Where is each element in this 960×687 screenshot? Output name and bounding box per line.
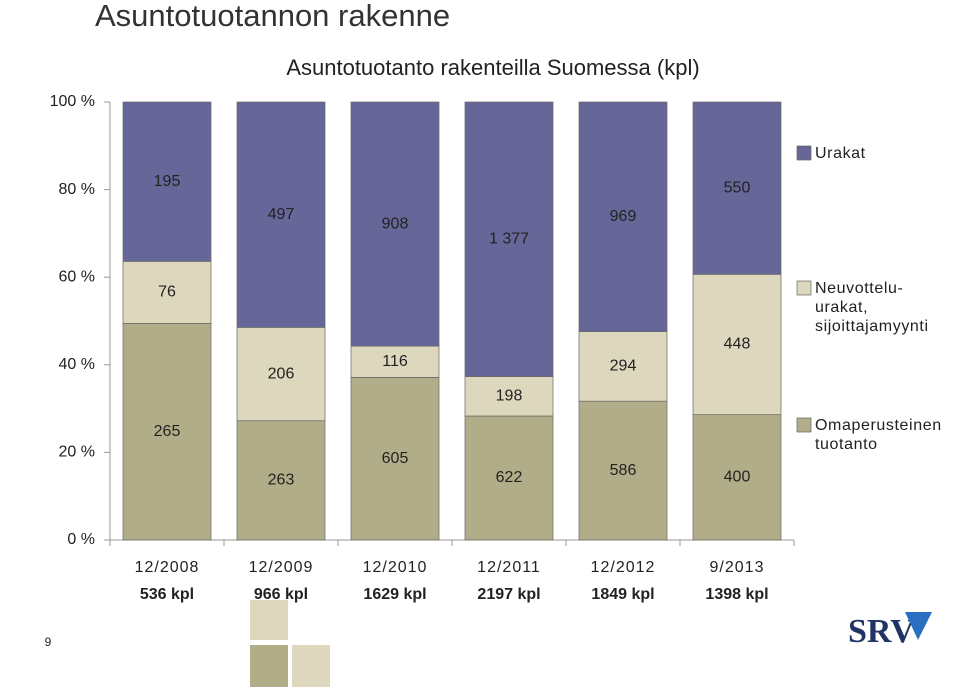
decor <box>250 645 288 687</box>
data-label: 908 <box>382 215 409 232</box>
y-tick-label: 40 % <box>59 356 95 373</box>
legend-label: Neuvottelu-urakat, sijoittajamyynti <box>815 280 929 335</box>
bar-segment <box>236 101 326 328</box>
x-tick-label: 9/2013 <box>710 559 765 576</box>
x-tick-label: 12/2010 <box>363 559 428 576</box>
x-tick-label: 12/2011 <box>477 559 541 576</box>
data-label: 76 <box>158 284 176 301</box>
data-label: 969 <box>610 208 637 225</box>
data-label: 586 <box>610 462 637 479</box>
bar-segment <box>236 326 326 422</box>
data-label: 550 <box>724 179 751 196</box>
bar-segment <box>350 376 440 541</box>
data-label: 265 <box>154 423 181 440</box>
category-total: 1629 kpl <box>363 586 426 603</box>
data-label: 294 <box>610 358 637 375</box>
bar-segment <box>578 101 668 332</box>
bar-segment <box>350 101 440 347</box>
bar-segment <box>692 273 782 416</box>
category-total: 2197 kpl <box>477 586 540 603</box>
legend-label: Urakat <box>815 145 866 162</box>
y-tick-label: 100 % <box>50 93 95 110</box>
data-label: 263 <box>268 472 295 489</box>
bar-segment <box>464 376 554 417</box>
logo: SRV <box>848 613 915 650</box>
legend-swatch <box>796 280 812 296</box>
y-tick-label: 80 % <box>59 181 95 198</box>
bar-segment <box>122 323 212 541</box>
data-label: 497 <box>268 206 295 223</box>
category-total: 536 kpl <box>140 586 194 603</box>
legend-swatch <box>796 145 812 161</box>
bar-segment <box>692 101 782 275</box>
data-label: 605 <box>382 450 409 467</box>
bar-segment <box>692 414 782 541</box>
bar-segment <box>464 101 554 377</box>
logo-mark <box>905 612 932 640</box>
data-label: 1 377 <box>489 230 529 247</box>
bar-segment <box>122 260 212 324</box>
y-tick-label: 0 % <box>67 531 95 548</box>
legend-label: Omaperusteinen tuotanto <box>815 417 942 453</box>
page-number: 9 <box>45 635 52 649</box>
data-label: 448 <box>724 336 751 353</box>
slide-title: Asuntotuotannon rakenne <box>95 0 450 33</box>
data-label: 206 <box>268 365 295 382</box>
x-tick-label: 12/2009 <box>249 559 314 576</box>
bar-segment <box>236 420 326 541</box>
bar-segment <box>464 415 554 541</box>
y-tick-label: 20 % <box>59 444 95 461</box>
data-label: 198 <box>496 387 523 404</box>
data-label: 195 <box>154 173 181 190</box>
x-tick-label: 12/2008 <box>135 559 200 576</box>
bar-segment <box>122 101 212 262</box>
bar-segment <box>350 345 440 378</box>
category-total: 1849 kpl <box>591 586 654 603</box>
bar-segment <box>578 400 668 541</box>
decor <box>250 600 288 640</box>
category-total: 1398 kpl <box>705 586 768 603</box>
data-label: 622 <box>496 469 523 486</box>
data-label: 400 <box>724 469 751 486</box>
data-label: 116 <box>382 353 408 370</box>
legend-swatch <box>796 417 812 433</box>
chart-title: Asuntotuotanto rakenteilla Suomessa (kpl… <box>286 55 699 80</box>
x-tick-label: 12/2012 <box>591 559 656 576</box>
bar-segment <box>578 331 668 402</box>
y-tick-label: 60 % <box>59 268 95 285</box>
category-total: 966 kpl <box>254 586 308 603</box>
decor <box>292 645 330 687</box>
